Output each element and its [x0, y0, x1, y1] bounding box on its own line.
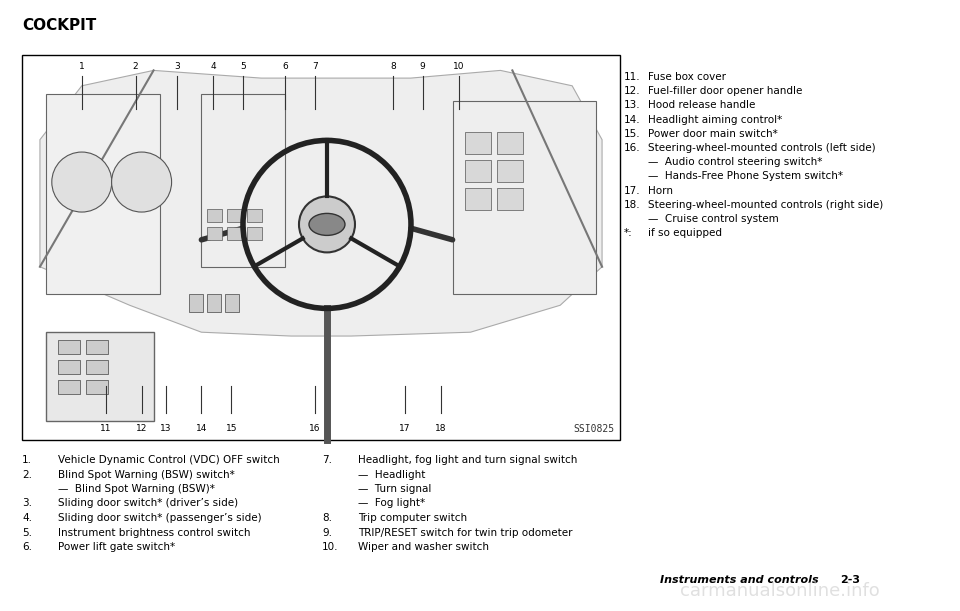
Bar — [496, 132, 522, 154]
Text: Steering-wheel-mounted controls (left side): Steering-wheel-mounted controls (left si… — [648, 143, 876, 153]
Text: 6.: 6. — [22, 542, 32, 552]
Bar — [207, 209, 223, 222]
Text: Blind Spot Warning (BSW) switch*: Blind Spot Warning (BSW) switch* — [58, 469, 235, 480]
Circle shape — [52, 152, 111, 212]
Text: —  Headlight: — Headlight — [358, 469, 425, 480]
Bar — [226, 294, 239, 312]
Text: Sliding door switch* (passenger’s side): Sliding door switch* (passenger’s side) — [58, 513, 262, 523]
Bar — [202, 93, 285, 267]
Bar — [85, 360, 108, 374]
Text: —  Cruise control system: — Cruise control system — [648, 214, 779, 224]
Text: 2-3: 2-3 — [840, 575, 860, 585]
Bar — [465, 160, 491, 182]
Text: Horn: Horn — [648, 186, 673, 196]
Bar — [465, 188, 491, 210]
Text: 11: 11 — [100, 424, 111, 433]
Text: 17: 17 — [399, 424, 411, 433]
Bar — [58, 360, 80, 374]
Text: —  Hands-Free Phone System switch*: — Hands-Free Phone System switch* — [648, 172, 843, 181]
Text: 15.: 15. — [624, 129, 640, 139]
Text: 2.: 2. — [22, 469, 32, 480]
Text: 4: 4 — [210, 62, 216, 71]
Bar — [248, 209, 262, 222]
Text: 13.: 13. — [624, 100, 640, 111]
Text: Headlight aiming control*: Headlight aiming control* — [648, 115, 782, 125]
Bar — [46, 93, 159, 294]
Text: 18.: 18. — [624, 200, 640, 210]
Text: 8.: 8. — [322, 513, 332, 523]
Bar — [22, 55, 620, 440]
Bar — [189, 294, 204, 312]
Text: Power lift gate switch*: Power lift gate switch* — [58, 542, 175, 552]
Text: 9.: 9. — [322, 527, 332, 538]
Text: 12.: 12. — [624, 86, 640, 96]
Text: Hood release handle: Hood release handle — [648, 100, 756, 111]
Text: 10: 10 — [453, 62, 465, 71]
Text: 3.: 3. — [22, 499, 32, 508]
Text: Power door main switch*: Power door main switch* — [648, 129, 778, 139]
Text: SSI0825: SSI0825 — [574, 424, 615, 434]
Text: 6: 6 — [282, 62, 288, 71]
Text: 4.: 4. — [22, 513, 32, 523]
Bar — [248, 227, 262, 240]
Text: —  Blind Spot Warning (BSW)*: — Blind Spot Warning (BSW)* — [58, 484, 215, 494]
Bar — [452, 101, 596, 294]
Bar — [46, 332, 154, 421]
Bar — [465, 132, 491, 154]
Bar — [58, 380, 80, 394]
Text: 1.: 1. — [22, 455, 32, 465]
Text: *:: *: — [624, 228, 633, 238]
Text: Headlight, fog light and turn signal switch: Headlight, fog light and turn signal swi… — [358, 455, 577, 465]
Text: Instrument brightness control switch: Instrument brightness control switch — [58, 527, 251, 538]
Polygon shape — [40, 70, 602, 336]
Text: 5.: 5. — [22, 527, 32, 538]
Bar — [496, 160, 522, 182]
Text: 12: 12 — [136, 424, 147, 433]
Circle shape — [111, 152, 172, 212]
Text: 3: 3 — [175, 62, 180, 71]
Text: —  Fog light*: — Fog light* — [358, 499, 425, 508]
Text: 17.: 17. — [624, 186, 640, 196]
Text: —  Audio control steering switch*: — Audio control steering switch* — [648, 157, 823, 167]
Text: Fuel-filler door opener handle: Fuel-filler door opener handle — [648, 86, 803, 96]
Bar — [496, 188, 522, 210]
Bar — [228, 209, 242, 222]
Text: 9: 9 — [420, 62, 425, 71]
Text: 1: 1 — [79, 62, 84, 71]
Text: Instruments and controls: Instruments and controls — [660, 575, 819, 585]
Text: 11.: 11. — [624, 72, 640, 82]
Text: Vehicle Dynamic Control (VDC) OFF switch: Vehicle Dynamic Control (VDC) OFF switch — [58, 455, 279, 465]
Text: 18: 18 — [435, 424, 446, 433]
Text: Trip computer switch: Trip computer switch — [358, 513, 468, 523]
Text: 16: 16 — [309, 424, 321, 433]
Circle shape — [299, 196, 355, 252]
Text: 15: 15 — [226, 424, 237, 433]
Text: Fuse box cover: Fuse box cover — [648, 72, 726, 82]
Text: 13: 13 — [159, 424, 171, 433]
Text: COCKPIT: COCKPIT — [22, 18, 96, 33]
Bar — [228, 227, 242, 240]
Text: 7.: 7. — [322, 455, 332, 465]
Text: 14.: 14. — [624, 115, 640, 125]
Text: 5: 5 — [240, 62, 246, 71]
Bar — [58, 340, 80, 354]
Bar — [207, 227, 223, 240]
Text: 10.: 10. — [322, 542, 339, 552]
Text: Wiper and washer switch: Wiper and washer switch — [358, 542, 489, 552]
Text: carmanualsonline.info: carmanualsonline.info — [680, 582, 880, 600]
Ellipse shape — [309, 213, 345, 235]
Text: 2: 2 — [132, 62, 138, 71]
Text: 14: 14 — [196, 424, 207, 433]
Text: TRIP/RESET switch for twin trip odometer: TRIP/RESET switch for twin trip odometer — [358, 527, 572, 538]
Text: 16.: 16. — [624, 143, 640, 153]
Text: 7: 7 — [312, 62, 318, 71]
Text: —  Turn signal: — Turn signal — [358, 484, 431, 494]
Text: if so equipped: if so equipped — [648, 228, 722, 238]
Bar — [207, 294, 222, 312]
Bar — [85, 380, 108, 394]
Bar — [85, 340, 108, 354]
Text: Steering-wheel-mounted controls (right side): Steering-wheel-mounted controls (right s… — [648, 200, 883, 210]
Text: 8: 8 — [390, 62, 396, 71]
Text: Sliding door switch* (driver’s side): Sliding door switch* (driver’s side) — [58, 499, 238, 508]
